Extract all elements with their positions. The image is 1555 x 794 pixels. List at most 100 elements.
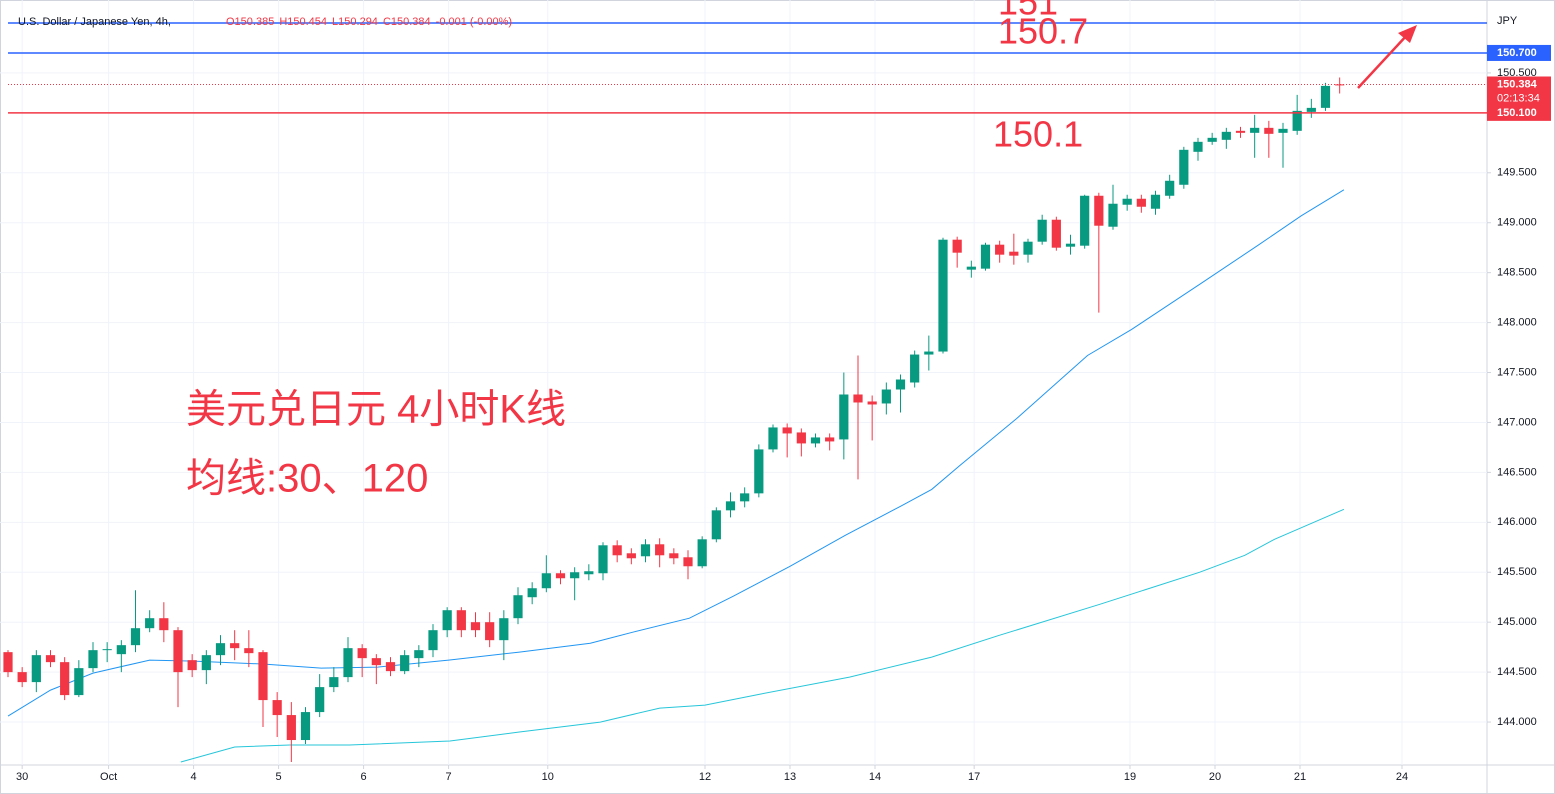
candle-body (286, 715, 296, 741)
candle-body (173, 630, 183, 673)
candle-body (740, 493, 750, 502)
x-tick-label: Oct (100, 771, 117, 783)
y-tick-label: 147.500 (1497, 366, 1537, 378)
candle-body (966, 266, 976, 270)
candle-body (881, 389, 891, 404)
candle-body (1136, 198, 1146, 207)
candle-body (400, 655, 410, 672)
candle-body (825, 437, 835, 442)
candle-body (1235, 130, 1246, 133)
x-tick-label: 5 (276, 771, 282, 783)
candle-body (145, 618, 155, 629)
candle-body (598, 545, 608, 574)
arrow-line (1357, 33, 1409, 89)
grid (0, 0, 1487, 765)
candle-body (1065, 243, 1076, 247)
y-tick-label: 149.500 (1497, 167, 1537, 179)
candle-body (754, 449, 764, 494)
candle-body (640, 544, 651, 557)
candle-body (1094, 195, 1104, 226)
candle-body (102, 649, 112, 651)
annotation: 均线:30、120 (186, 457, 428, 501)
candle-body (1335, 84, 1345, 86)
x-tick-label: 14 (869, 771, 881, 783)
x-tick-label: 17 (968, 771, 980, 783)
candle-body (272, 700, 282, 716)
ohlc-value: L150.294 (332, 16, 378, 28)
candle-body (555, 573, 566, 579)
currency-label: JPY (1497, 15, 1518, 27)
y-tick-label: 148.000 (1497, 316, 1537, 328)
candle-body (385, 662, 396, 672)
candle-body (1278, 128, 1288, 133)
arrow (1357, 25, 1417, 89)
candle-body (31, 655, 41, 683)
x-tick-label: 4 (191, 771, 197, 783)
candle-body (612, 545, 622, 556)
candle-body (357, 648, 367, 659)
candle-body (924, 351, 934, 355)
candle-body (343, 648, 353, 678)
y-tick-label: 150.500 (1497, 67, 1537, 79)
candle-body (1037, 219, 1047, 242)
y-tick-label: 146.500 (1497, 466, 1537, 478)
candle-body (60, 662, 70, 696)
candle-body (116, 645, 126, 655)
moving-average (180, 508, 1345, 763)
candle-body (428, 630, 438, 651)
countdown-label: 02:13:34 (1497, 92, 1540, 104)
candle-body (1150, 194, 1161, 209)
ohlc-value: -0.001 (-0.00%) (436, 16, 512, 28)
candle-body (952, 239, 962, 253)
y-tick-label: 148.500 (1497, 267, 1537, 279)
candle-body (1306, 107, 1316, 112)
plot (3, 22, 1487, 763)
candle-body (867, 401, 877, 405)
candle-body (527, 588, 537, 598)
x-tick-label: 24 (1396, 771, 1408, 783)
y-tick-label: 144.000 (1497, 716, 1537, 728)
candle-body (1009, 251, 1019, 256)
candle-body (1051, 219, 1061, 248)
x-tick-label: 13 (784, 771, 796, 783)
candle-body (796, 432, 806, 444)
x-tick-label: 7 (446, 771, 452, 783)
candle-body (1108, 203, 1118, 227)
level-annotation: 150.7 (998, 10, 1088, 51)
candle-body (697, 539, 707, 567)
x-tick-label: 6 (361, 771, 367, 783)
y-tick-label: 147.000 (1497, 416, 1537, 428)
candle-body (1165, 180, 1175, 196)
candle-body (3, 652, 13, 673)
candle-body (655, 544, 665, 556)
last-price-label: 150.384 (1497, 78, 1538, 90)
x-tick-label: 12 (699, 771, 711, 783)
candle-body (1179, 149, 1189, 185)
candle-body (980, 244, 991, 269)
level-axis-label: 150.100 (1497, 107, 1537, 119)
level-annotation: 151 (998, 0, 1058, 22)
level-axis-box (1487, 44, 1551, 61)
candle-body (1080, 195, 1090, 246)
candle-body (17, 672, 27, 683)
candle-body (499, 618, 509, 641)
candle-body (159, 618, 169, 631)
candle-body (187, 660, 197, 671)
arrow-head (1398, 25, 1417, 43)
ohlc-legend: O150.385 H150.454 L150.294 C150.384 -0.001 (… (226, 16, 512, 28)
candle-body (485, 622, 495, 641)
candle-body (88, 650, 98, 669)
annotation: 美元兑日元 4小时K线 (186, 388, 566, 432)
candle-body (329, 677, 339, 688)
candle-body (1292, 110, 1302, 131)
x-tick-label: 21 (1294, 771, 1306, 783)
candle-body (1320, 85, 1331, 108)
level-axis-label: 150.700 (1497, 47, 1537, 59)
candle-body (201, 655, 211, 671)
candle-body (130, 628, 141, 646)
y-tick-label: 144.500 (1497, 666, 1537, 678)
candle-body (1221, 131, 1231, 140)
candle-body (725, 501, 736, 511)
candle-body (541, 573, 551, 589)
